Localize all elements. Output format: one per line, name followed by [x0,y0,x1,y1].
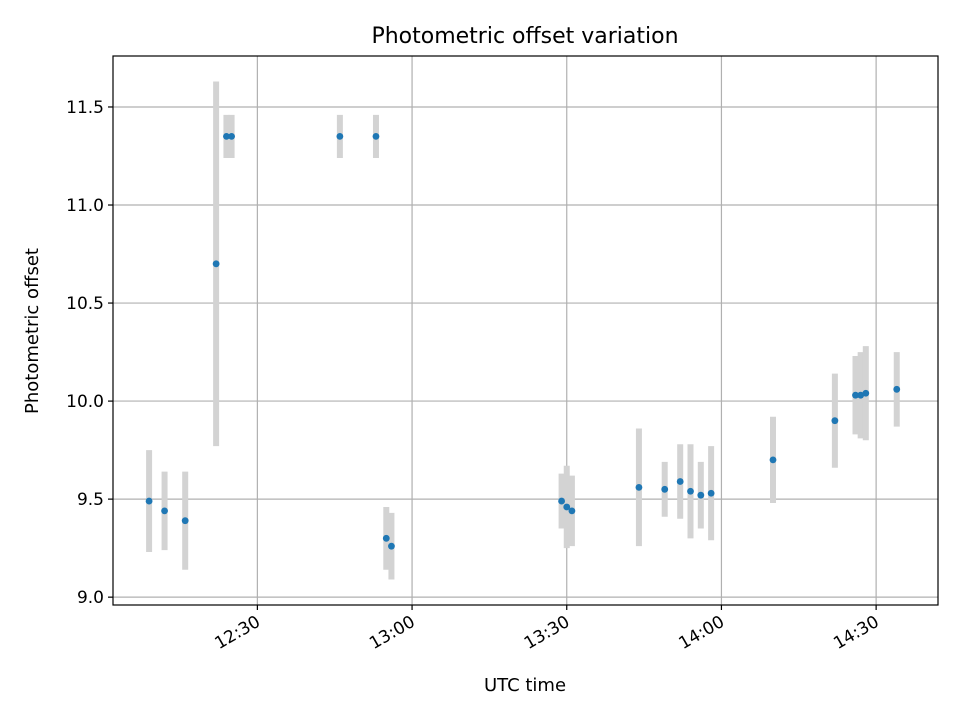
data-point [769,456,777,464]
grid [113,56,938,605]
y-tick-label: 11.5 [66,98,104,118]
data-point [893,385,901,393]
data-points [145,132,901,550]
data-point [862,389,870,397]
y-tick-label: 9.0 [77,588,104,608]
data-point [568,507,576,515]
x-axis-label: UTC time [484,675,566,696]
y-tick-label: 10.5 [66,294,104,314]
y-axis-label: Photometric offset [22,248,43,414]
data-point [635,483,643,491]
y-tick-label: 10.0 [66,392,104,412]
y-axis: 9.0 9.5 10.0 10.5 11.0 11.5 [66,98,113,608]
data-point [388,542,395,550]
data-point [382,534,390,542]
data-point [181,517,189,525]
y-tick-label: 9.5 [77,490,104,510]
y-tick-label: 11.0 [66,196,104,216]
data-point [336,132,344,140]
chart-title: Photometric offset variation [371,24,678,49]
data-point [852,391,859,399]
data-point [697,491,705,499]
data-point [563,503,571,511]
data-point [676,478,684,485]
data-point [145,497,153,505]
data-point [228,132,235,140]
data-point [161,507,168,515]
plot-frame [112,55,939,606]
data-point [372,132,380,140]
data-point [707,489,715,497]
data-point [661,485,669,493]
data-point [857,391,865,399]
data-point [223,132,230,140]
data-point [831,417,839,425]
data-point [212,260,220,268]
data-point [687,487,694,495]
data-point [558,497,565,505]
